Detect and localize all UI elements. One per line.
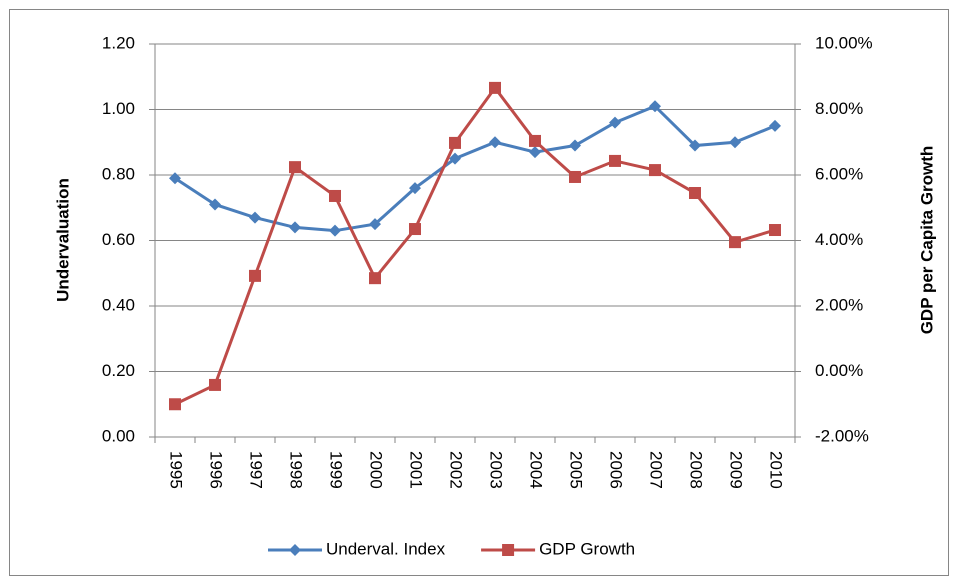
x-tick-label: 2010 [767, 451, 786, 489]
x-tick-label: 1996 [207, 451, 226, 489]
x-tick-label: 2008 [687, 451, 706, 489]
x-tick-label: 2001 [407, 451, 426, 489]
marker [169, 172, 181, 185]
marker [569, 139, 581, 152]
x-tick-label: 2009 [727, 451, 746, 489]
x-tick-label: 2004 [527, 451, 546, 489]
marker [649, 164, 661, 177]
x-tick-label: 2006 [607, 451, 626, 489]
y2-tick-label: 2.00% [815, 295, 863, 314]
marker [689, 139, 701, 152]
x-tick-label: 2000 [367, 451, 386, 489]
marker [689, 187, 701, 200]
marker [369, 218, 381, 231]
marker [329, 189, 341, 202]
y-tick-label: 0.80 [102, 164, 135, 183]
x-tick-label: 2002 [447, 451, 466, 489]
marker [609, 154, 621, 167]
marker [449, 152, 461, 165]
y2-tick-label: 6.00% [815, 164, 863, 183]
y2-tick-label: -2.00% [815, 426, 869, 445]
marker [209, 198, 221, 211]
x-tick-label: 1999 [327, 451, 346, 489]
marker [769, 119, 781, 132]
marker [409, 182, 421, 195]
marker [289, 161, 301, 174]
marker [502, 544, 515, 556]
marker [769, 224, 781, 237]
y-tick-label: 1.00 [102, 99, 135, 118]
x-tick-label: 1998 [287, 451, 306, 489]
x-tick-label: 2007 [647, 451, 666, 489]
marker [409, 223, 421, 236]
marker [609, 116, 621, 129]
chart-frame [9, 9, 949, 576]
y2-tick-label: 10.00% [815, 33, 873, 52]
marker [369, 272, 381, 285]
y-tick-label: 1.20 [102, 33, 135, 52]
y-tick-label: 0.60 [102, 230, 135, 249]
legend-label: Underval. Index [326, 539, 446, 558]
y-tick-label: 0.00 [102, 426, 135, 445]
y-axis-title: Undervaluation [53, 178, 72, 302]
marker [569, 170, 581, 183]
marker [489, 136, 501, 149]
x-tick-label: 2005 [567, 451, 586, 489]
marker [729, 236, 741, 249]
marker [489, 81, 501, 94]
y2-tick-label: 8.00% [815, 99, 863, 118]
y2-tick-label: 4.00% [815, 230, 863, 249]
marker [289, 544, 301, 556]
marker [649, 100, 661, 113]
marker [209, 378, 221, 391]
marker [289, 221, 301, 234]
marker [329, 224, 341, 237]
marker [249, 211, 261, 224]
marker [529, 146, 541, 159]
x-tick-label: 2003 [487, 451, 506, 489]
legend-label: GDP Growth [539, 539, 635, 558]
y2-tick-label: 0.00% [815, 361, 863, 380]
y-tick-label: 0.20 [102, 361, 135, 380]
marker [169, 398, 181, 411]
marker [249, 269, 261, 282]
y-tick-label: 0.40 [102, 295, 135, 314]
x-tick-label: 1997 [247, 451, 266, 489]
marker [529, 134, 541, 147]
marker [449, 136, 461, 149]
marker [729, 136, 741, 149]
x-tick-label: 1995 [167, 451, 186, 489]
y2-axis-title: GDP per Capita Growth [917, 146, 936, 335]
series-line [174, 85, 776, 406]
